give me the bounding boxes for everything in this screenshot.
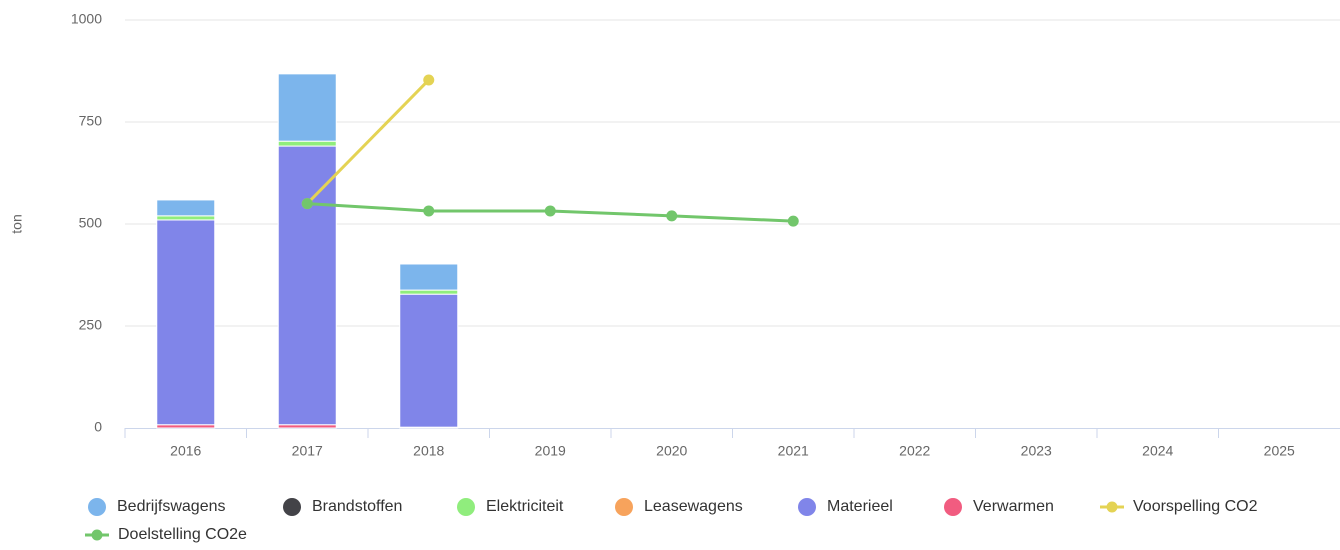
bar-segment xyxy=(277,73,337,142)
legend-label: Doelstelling CO2e xyxy=(118,526,247,543)
line-marker xyxy=(423,205,435,217)
x-tick-label: 2016 xyxy=(170,443,201,459)
legend-label: Brandstoffen xyxy=(312,498,402,515)
x-tick-label: 2024 xyxy=(1142,443,1173,459)
bar-segment xyxy=(277,145,337,426)
y-tick-label: 750 xyxy=(79,113,103,129)
bar-segment xyxy=(399,263,459,291)
y-tick-label: 500 xyxy=(79,215,103,231)
x-tick-label: 2019 xyxy=(535,443,566,459)
x-tick-label: 2025 xyxy=(1264,443,1295,459)
line-marker xyxy=(666,210,678,222)
legend-label: Elektriciteit xyxy=(486,498,564,515)
y-axis-label: ton xyxy=(9,214,25,233)
legend-symbol xyxy=(615,498,633,516)
line-marker xyxy=(301,198,313,210)
bar-segment xyxy=(156,199,216,217)
legend-symbol xyxy=(457,498,475,516)
line xyxy=(306,78,430,205)
line-marker xyxy=(423,74,435,86)
x-tick-label: 2018 xyxy=(413,443,444,459)
line-marker xyxy=(544,205,556,217)
legend-symbol xyxy=(1106,501,1118,513)
legend-symbol xyxy=(944,498,962,516)
legend-label: Leasewagens xyxy=(644,498,743,515)
x-tick-label: 2017 xyxy=(292,443,323,459)
legend-symbol xyxy=(88,498,106,516)
legend-label: Bedrijfswagens xyxy=(117,498,226,515)
y-tick-label: 0 xyxy=(94,419,102,435)
line-marker xyxy=(787,215,799,227)
legend-label: Materieel xyxy=(827,498,893,515)
y-tick-label: 1000 xyxy=(71,11,102,27)
x-tick-label: 2023 xyxy=(1021,443,1052,459)
x-tick-label: 2022 xyxy=(899,443,930,459)
bar-segment xyxy=(277,140,337,147)
legend-label: Verwarmen xyxy=(973,498,1054,515)
x-tick-label: 2021 xyxy=(778,443,809,459)
legend-symbol xyxy=(283,498,301,516)
bar-segment xyxy=(399,293,459,428)
legend-symbol xyxy=(798,498,816,516)
legend-symbol xyxy=(91,529,103,541)
legend-label: Voorspelling CO2 xyxy=(1133,498,1258,515)
bar-segment xyxy=(156,219,216,426)
x-tick-label: 2020 xyxy=(656,443,687,459)
y-tick-label: 250 xyxy=(79,317,103,333)
bar-segment xyxy=(399,289,459,295)
bar-segment xyxy=(156,215,216,221)
